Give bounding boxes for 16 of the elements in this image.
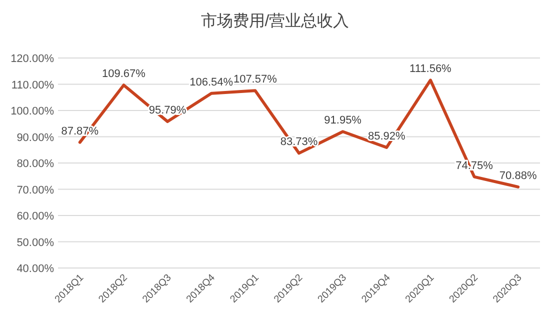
data-label: 91.95% xyxy=(324,114,362,127)
y-tick-label: 70.00% xyxy=(16,184,54,196)
y-tick-label: 40.00% xyxy=(16,263,54,275)
data-label: 109.67% xyxy=(102,68,146,80)
data-label: 106.54% xyxy=(190,76,234,88)
y-tick-label: 110.00% xyxy=(11,79,54,92)
data-label: 111.56% xyxy=(410,63,452,76)
y-tick-label: 120.00% xyxy=(10,53,54,65)
chart-title: 市场费用/营业总收入 xyxy=(200,12,350,30)
y-tick-label: 80.00% xyxy=(16,158,54,170)
y-tick-label: 100.00% xyxy=(10,106,54,118)
data-label: 107.57% xyxy=(233,74,278,86)
y-tick-label: 50.00% xyxy=(16,236,54,249)
y-tick-label: 90.00% xyxy=(16,132,54,144)
data-label: 70.88% xyxy=(499,170,537,182)
y-tick-label: 60.00% xyxy=(16,210,54,222)
